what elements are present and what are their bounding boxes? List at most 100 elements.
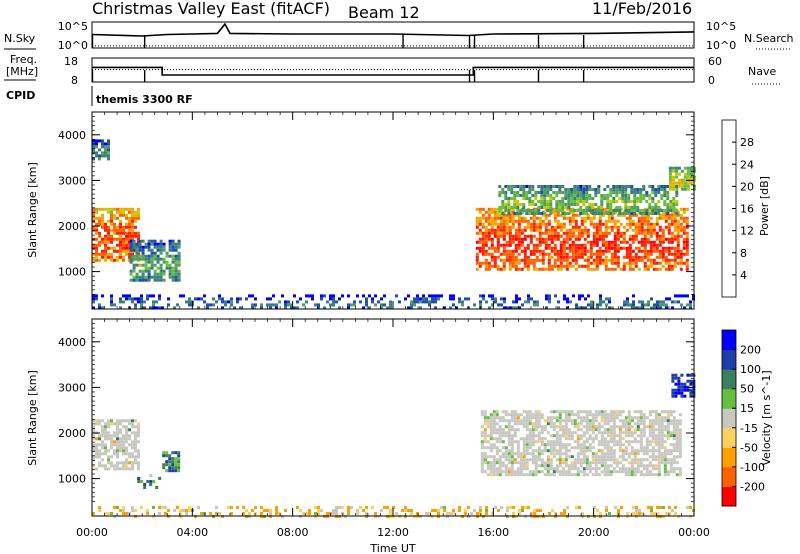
power-cell: [632, 294, 635, 298]
power-cell: [677, 178, 681, 182]
power-cell: [230, 297, 233, 301]
power-cell: [626, 297, 629, 301]
power-cell: [517, 261, 521, 265]
power-cell: [269, 303, 272, 307]
velocity-cell: [480, 443, 484, 447]
velocity-cell: [615, 443, 619, 447]
power-cell: [487, 219, 491, 223]
power-cell: [582, 209, 586, 212]
power-cell: [649, 225, 653, 229]
power-cell: [686, 294, 689, 298]
power-cell: [484, 267, 488, 271]
velocity-cell: [552, 440, 556, 444]
power-cell: [663, 188, 667, 191]
power-cell: [540, 191, 544, 194]
power-cell: [622, 246, 626, 250]
power-cell: [562, 237, 566, 241]
velocity-cell: [555, 458, 559, 462]
velocity-cell: [669, 449, 673, 453]
power-cell: [585, 197, 589, 200]
velocity-cell: [660, 416, 664, 420]
power-cell: [604, 267, 608, 271]
power-cell: [634, 258, 638, 262]
power-cell: [637, 249, 641, 253]
power-cell: [335, 300, 338, 304]
velocity-cell: [525, 461, 529, 465]
power-cell: [535, 222, 539, 226]
power-cell: [679, 249, 683, 253]
velocity-cell: [663, 434, 667, 438]
velocity-cell: [483, 413, 487, 417]
power-cell: [658, 252, 662, 256]
power-cell: [578, 294, 581, 298]
velocity-cell: [510, 446, 514, 450]
power-cell: [131, 213, 134, 217]
y-tick-label: 4000: [58, 129, 86, 142]
power-cell: [562, 258, 566, 262]
power-cell: [110, 213, 113, 217]
power-cell: [661, 264, 665, 268]
power-cell: [553, 213, 557, 217]
power-cell: [601, 243, 605, 247]
power-cell: [595, 237, 599, 241]
velocity-cell: [588, 419, 592, 423]
velocity-cell: [137, 467, 140, 471]
power-cell: [481, 225, 485, 229]
power-cell: [107, 157, 110, 161]
velocity-cell: [621, 455, 625, 459]
power-cell: [610, 228, 614, 232]
velocity-cell: [594, 410, 598, 414]
velocity-cell: [110, 455, 113, 459]
velocity-cell: [495, 413, 499, 417]
velocity-cell: [654, 428, 658, 432]
velocity-cell: [582, 440, 586, 444]
velocity-cell: [585, 422, 589, 426]
power-cell: [122, 231, 125, 235]
velocity-cell: [537, 470, 541, 474]
power-cell: [101, 255, 104, 259]
colorbar-swatch: [722, 349, 736, 370]
velocity-cell: [296, 506, 299, 509]
power-cell: [598, 228, 602, 232]
velocity-cell: [510, 410, 514, 414]
power-cell: [496, 255, 500, 259]
velocity-cell: [125, 434, 128, 438]
velocity-cell: [480, 467, 484, 471]
velocity-cell: [531, 437, 535, 441]
velocity-cell: [648, 419, 652, 423]
power-cell: [522, 203, 526, 206]
power-cell: [156, 254, 160, 258]
power-cell: [543, 185, 547, 188]
velocity-cell: [663, 425, 667, 429]
velocity-cell: [564, 461, 568, 465]
power-cell: [656, 300, 659, 304]
velocity-cell: [624, 458, 628, 462]
velocity-cell: [612, 470, 616, 474]
velocity-cell: [113, 434, 116, 438]
power-cell: [275, 306, 278, 310]
power-cell: [646, 267, 650, 271]
power-cell: [135, 254, 139, 258]
power-cell: [490, 231, 494, 235]
velocity-cell: [464, 512, 467, 515]
velocity-cell: [110, 437, 113, 441]
power-cell: [119, 228, 122, 232]
power-cell: [556, 258, 560, 262]
power-cell: [584, 297, 587, 301]
velocity-cell: [603, 443, 607, 447]
power-cell: [636, 191, 640, 194]
power-cell: [150, 239, 154, 243]
power-cell: [128, 294, 131, 298]
power-cell: [138, 254, 142, 258]
power-cell: [537, 209, 541, 212]
velocity-cell: [525, 446, 529, 450]
velocity-cell: [110, 443, 113, 447]
velocity-cell: [525, 464, 529, 468]
power-cell: [496, 249, 500, 253]
power-cell: [595, 228, 599, 232]
power-cell: [613, 219, 617, 223]
power-cell: [565, 207, 569, 211]
power-cell: [153, 254, 157, 258]
velocity-cell: [504, 410, 508, 414]
